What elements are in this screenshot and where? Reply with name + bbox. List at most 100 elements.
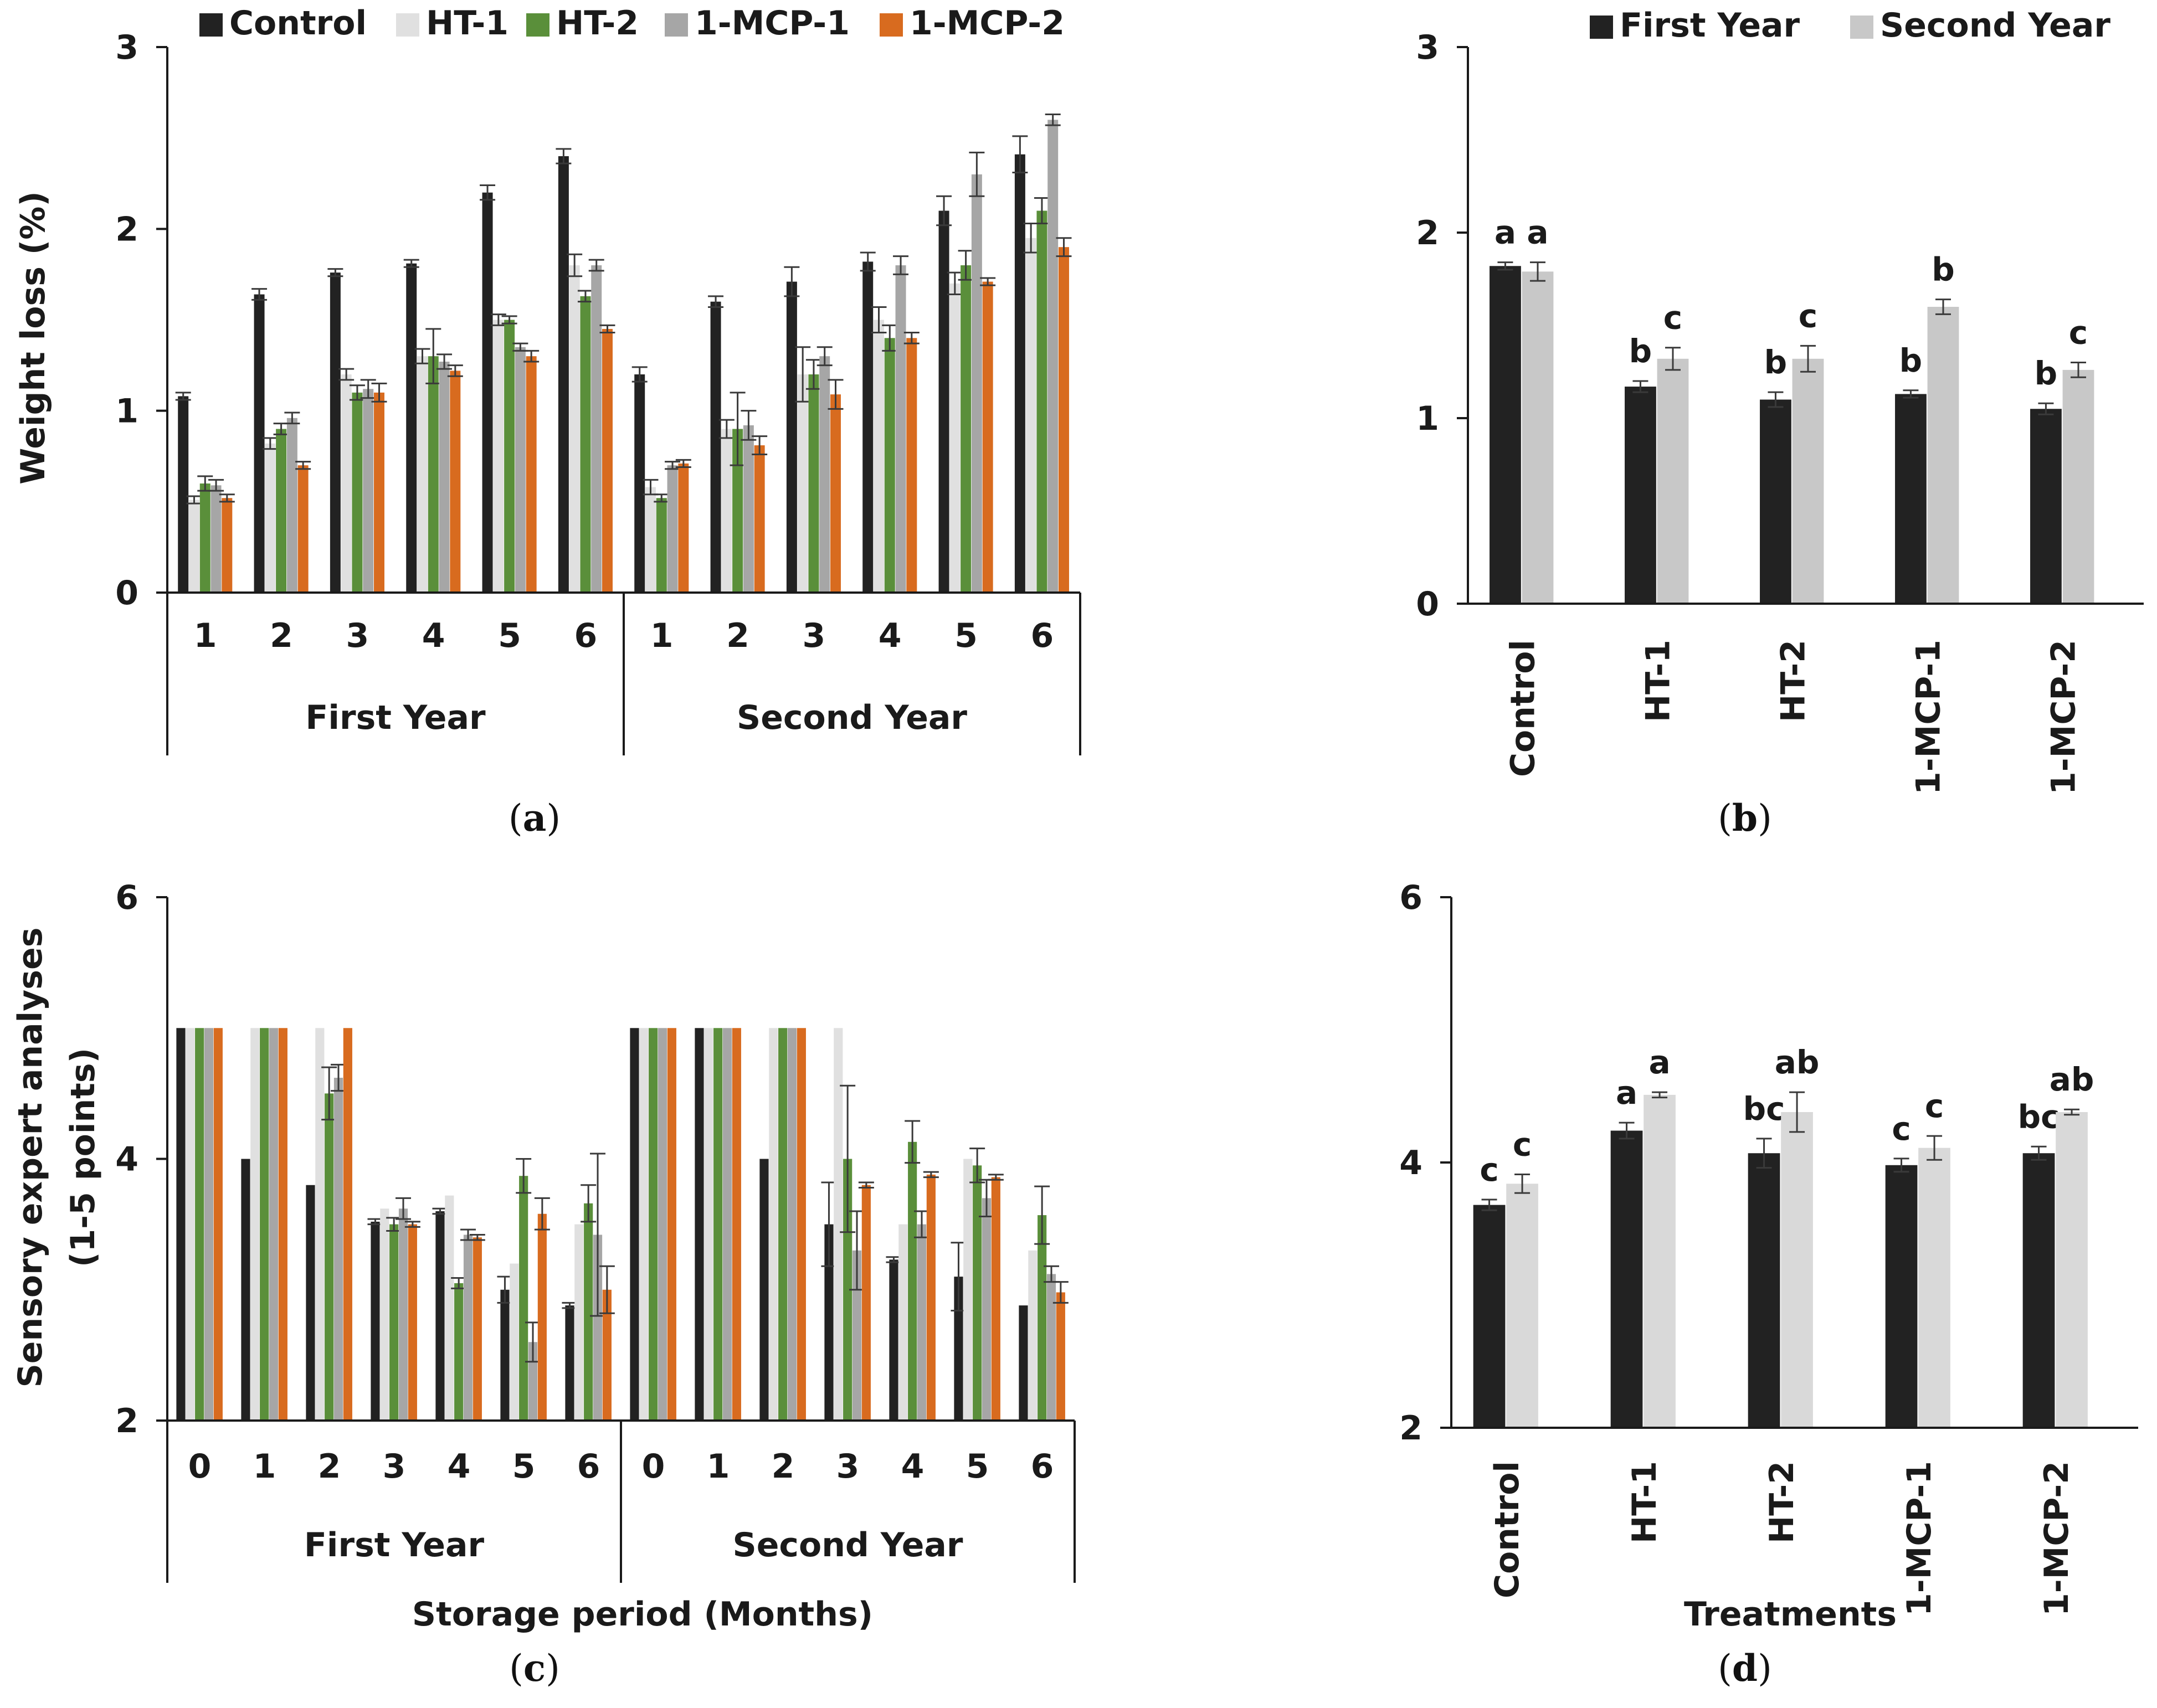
bar-second-year [1506,1184,1538,1428]
bar-ht-1 [704,1028,713,1421]
bar-control [1019,1305,1028,1421]
significance-letter: ab [2050,1061,2094,1098]
legend-swatch [199,13,223,37]
x-tick-label: 5 [512,1447,536,1486]
bar-control [786,281,797,593]
bar-ht-2 [973,1165,982,1421]
bar-1-mcp-1 [286,418,297,593]
x-tick-label: 5 [966,1447,989,1486]
caption-paren: ) [1758,1647,1772,1690]
bar-1-mcp-1 [971,174,982,593]
y-tick-label: 1 [1416,399,1439,438]
bar-1-mcp-2 [906,338,917,593]
bar-second-year [1918,1148,1950,1428]
bar-ht-2 [778,1028,788,1421]
bar-ht-1 [493,320,504,593]
x-tick-label: Control [1488,1461,1527,1598]
bar-1-mcp-2 [450,371,461,593]
x-tick-label: 2 [270,616,293,655]
x-tick-label: 1 [707,1447,730,1486]
x-tick-label: HT-2 [1774,640,1813,722]
bar-1-mcp-2 [213,1028,223,1421]
bar-1-mcp-2 [678,463,689,593]
y-tick-label: 3 [1416,28,1439,67]
bar-first-year [2022,1153,2055,1428]
bar-1-mcp-1 [269,1028,279,1421]
caption-letter: c [523,1647,546,1690]
x-tick-label: 4 [422,616,445,655]
panel-caption: (d) [1718,1647,1772,1690]
bar-ht-1 [1025,238,1036,593]
bar-first-year [1748,1153,1780,1428]
bar-1-mcp-1 [333,1078,343,1421]
caption-letter: b [1732,796,1758,840]
y-tick-label: 0 [115,574,138,613]
significance-letter: c [1663,299,1682,337]
bar-ht-2 [908,1141,917,1421]
bar-1-mcp-1 [1046,1274,1056,1421]
bar-first-year [1473,1205,1506,1428]
significance-letter: c [1513,1126,1532,1164]
bar-ht-1 [341,374,352,593]
significance-letter: ab [1775,1043,1820,1081]
x-axis-label: Treatments [1684,1595,1897,1634]
bar-control [695,1028,704,1421]
bar-control [634,374,645,593]
bar-ht-1 [510,1263,519,1421]
legend-swatch [526,13,549,37]
bar-ht-1 [574,1224,584,1421]
bar-control [241,1159,250,1421]
caption-letter: a [523,796,547,840]
x-tick-label: 3 [802,616,825,655]
y-tick-label: 2 [1416,214,1439,253]
legend-label: 1-MCP-2 [910,4,1065,43]
bar-control [938,210,949,593]
significance-letter: c [1799,297,1817,335]
bar-control [435,1211,445,1421]
bar-ht-1 [265,443,276,593]
bar-control [565,1305,574,1421]
x-tick-label: 0 [642,1447,665,1486]
caption-paren: ) [546,797,561,840]
bar-control [500,1289,510,1421]
caption-paren: ( [1718,797,1732,840]
bar-1-mcp-2 [526,356,537,593]
legend-swatch [665,13,688,37]
significance-letter: b [2035,354,2058,392]
bar-1-mcp-2 [926,1174,936,1421]
panel-caption: (a) [509,796,561,840]
bar-control [176,1028,186,1421]
legend-swatch [396,13,419,37]
bar-ht-1 [250,1028,260,1421]
bar-1-mcp-1 [210,485,222,593]
bar-ht-2 [276,429,287,593]
bar-1-mcp-1 [204,1028,214,1421]
bar-ht-1 [189,500,199,593]
bar-ht-2 [1038,1215,1047,1421]
bar-ht-2 [649,1028,658,1421]
legend-swatch [1590,16,1613,39]
bar-ht-2 [732,429,743,593]
bar-1-mcp-2 [830,394,841,593]
bar-ht-1 [315,1028,325,1421]
legend-label: 1-MCP-1 [695,4,850,43]
y-axis-label-units: (1-5 points) [64,1048,102,1267]
y-tick-label: 2 [115,1402,138,1441]
bar-ht-2 [454,1283,464,1421]
y-tick-label: 3 [115,28,138,67]
bar-second-year [2062,369,2094,604]
bar-1-mcp-1 [1047,120,1059,593]
bar-control [954,1277,963,1421]
bar-1-mcp-1 [852,1250,862,1421]
bar-1-mcp-2 [473,1237,482,1421]
bar-1-mcp-1 [667,465,678,593]
bar-ht-1 [834,1028,843,1421]
x-axis-label: Storage period (Months) [412,1595,873,1634]
x-tick-label: 4 [448,1447,471,1486]
bar-ht-2 [580,296,591,593]
x-tick-label: 5 [954,616,978,655]
bar-ht-1 [417,356,428,593]
significance-letter: c [1925,1087,1944,1125]
bar-ht-2 [961,265,972,593]
significance-letter: c [1892,1110,1911,1148]
